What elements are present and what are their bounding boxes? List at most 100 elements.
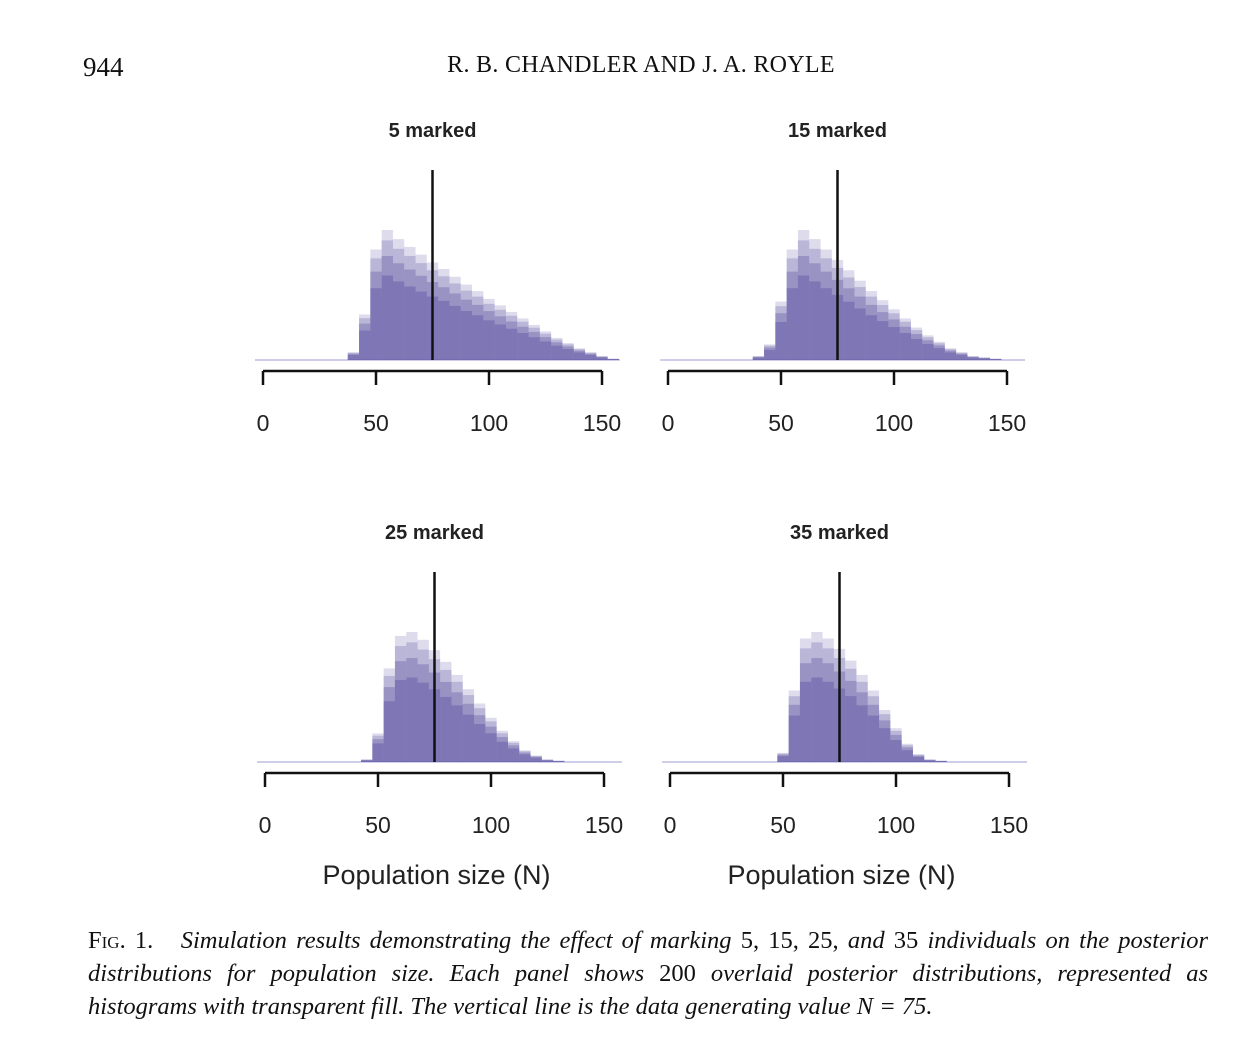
histogram-bar: [811, 632, 823, 762]
histogram-bar: [777, 752, 789, 762]
histogram-bar: [764, 347, 776, 360]
x-tick-label: 150: [583, 410, 621, 436]
histogram-bar: [507, 742, 520, 762]
histogram-bar: [865, 304, 878, 360]
histogram-bar: [474, 723, 486, 762]
histogram-bar: [494, 309, 506, 360]
histogram-bar: [562, 349, 574, 360]
histogram-bar: [370, 288, 382, 360]
histogram-bar: [596, 356, 608, 360]
histogram-bar: [485, 717, 497, 762]
histogram-bar: [440, 681, 452, 762]
histogram-bar: [924, 759, 936, 762]
histogram-bar: [539, 331, 552, 360]
figure-1: 0 50 100 150 5 marked 0 50 100 150 15 marked 0 50 10…: [255, 120, 1028, 890]
histogram-bar: [879, 728, 891, 762]
histogram-bar: [370, 271, 382, 360]
histogram-bar: [956, 352, 968, 360]
histogram-bar: [786, 249, 798, 360]
histogram-bar: [361, 759, 373, 762]
histogram-bar: [922, 343, 934, 360]
histogram-bar: [472, 304, 484, 360]
histogram-bar: [462, 695, 475, 762]
histogram-bar: [440, 696, 452, 762]
histogram-bar: [383, 668, 395, 762]
histogram-bar: [541, 759, 554, 762]
histogram-bar: [472, 291, 484, 360]
histogram-bar: [967, 356, 979, 360]
histogram-bar: [585, 353, 597, 360]
x-tick-label: 100: [877, 812, 915, 838]
histogram-bar: [451, 681, 463, 762]
histogram-bar: [440, 669, 452, 762]
histogram-bar: [799, 681, 812, 762]
histogram-bar: [820, 288, 832, 360]
histogram-bar: [474, 703, 486, 762]
histogram-bar: [901, 750, 913, 762]
x-axis-title: Population size (N): [727, 860, 955, 890]
histogram-bar: [797, 275, 810, 360]
histogram-bar: [888, 313, 900, 360]
histogram-bar: [797, 256, 810, 360]
histogram-bar: [607, 358, 619, 360]
histogram-bar: [809, 281, 821, 360]
histogram-bar: [528, 327, 540, 360]
histogram-bar: [361, 759, 373, 762]
histogram-bar: [494, 316, 506, 360]
histogram-bar: [383, 675, 395, 762]
running-head: R. B. CHANDLER AND J. A. ROYLE: [447, 52, 835, 78]
histogram-bar: [359, 318, 371, 360]
histogram-bar: [451, 692, 463, 762]
histogram-bar: [922, 337, 934, 360]
histogram-bar: [811, 642, 823, 762]
histogram-bar: [381, 230, 393, 360]
histogram-bar: [417, 639, 429, 762]
histogram-bar: [867, 704, 880, 762]
histogram-bar: [854, 308, 866, 360]
histogram-bar: [517, 332, 529, 360]
histogram-bar: [797, 240, 810, 360]
histogram-bar: [517, 318, 529, 360]
panel-4: 0 50 100 150 35 marked Population size (N): [662, 522, 1028, 890]
histogram-bar: [519, 754, 531, 762]
histogram-bar: [394, 680, 407, 762]
histogram-bar: [596, 356, 608, 360]
histogram-bar: [347, 354, 360, 360]
histogram-bar: [553, 760, 565, 762]
histogram-bar: [901, 745, 913, 762]
panel-title: 35 marked: [790, 522, 889, 544]
histogram-bar: [528, 337, 540, 360]
histogram-bar: [551, 337, 563, 360]
histogram-bar: [899, 332, 911, 360]
histogram-bar: [922, 340, 934, 360]
histogram-bar: [978, 357, 991, 360]
histogram-bar: [460, 299, 473, 360]
histogram-bar: [890, 730, 902, 762]
histogram-bar: [867, 715, 880, 762]
histogram-bar: [440, 661, 452, 762]
panel-title: 25 marked: [385, 522, 484, 544]
histogram-bar: [474, 708, 486, 762]
histogram-bar: [505, 315, 518, 360]
histogram-bar: [856, 681, 868, 762]
histogram-bar: [822, 638, 834, 762]
histogram-bar: [967, 357, 979, 360]
histogram-bar: [845, 680, 857, 762]
x-tick-label: 0: [662, 410, 675, 436]
histogram-bar: [607, 358, 619, 360]
histogram-bar: [483, 320, 495, 360]
histogram-bar: [505, 321, 518, 360]
histogram-bar: [381, 240, 393, 360]
histogram-bar: [764, 344, 776, 360]
histogram-bar: [809, 263, 821, 360]
x-tick-label: 50: [365, 812, 391, 838]
histogram-bar: [573, 349, 586, 360]
caption-n-eq: N = 75.: [856, 993, 933, 1020]
caption-text-1: Simulation results demonstrating the eff…: [180, 927, 732, 954]
histogram-bar: [404, 286, 416, 360]
x-tick-label: 150: [585, 812, 623, 838]
histogram-bar: [879, 720, 891, 762]
histogram-bar: [539, 341, 552, 360]
histogram-bar: [933, 341, 945, 360]
histogram-bar: [347, 352, 360, 360]
